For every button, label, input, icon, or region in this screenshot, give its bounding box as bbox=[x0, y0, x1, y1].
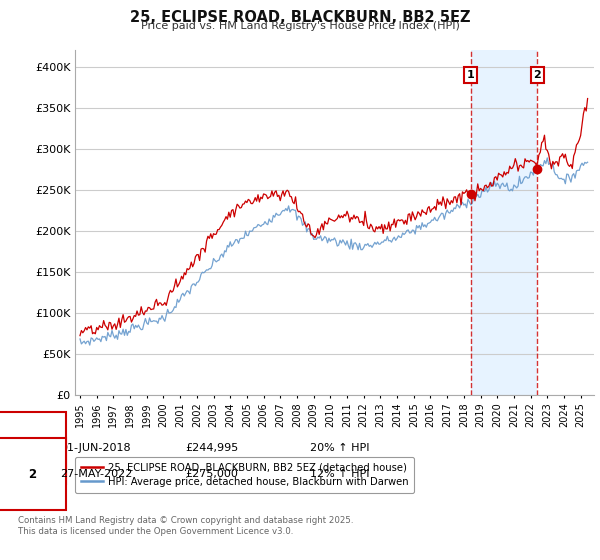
Text: 25, ECLIPSE ROAD, BLACKBURN, BB2 5EZ: 25, ECLIPSE ROAD, BLACKBURN, BB2 5EZ bbox=[130, 10, 470, 25]
Text: £275,000: £275,000 bbox=[185, 469, 238, 479]
Text: Price paid vs. HM Land Registry's House Price Index (HPI): Price paid vs. HM Land Registry's House … bbox=[140, 21, 460, 31]
Legend: 25, ECLIPSE ROAD, BLACKBURN, BB2 5EZ (detached house), HPI: Average price, detac: 25, ECLIPSE ROAD, BLACKBURN, BB2 5EZ (de… bbox=[75, 456, 415, 493]
Text: 2: 2 bbox=[533, 70, 541, 80]
Text: £244,995: £244,995 bbox=[185, 443, 238, 453]
Text: 1: 1 bbox=[28, 441, 36, 455]
Text: 20% ↑ HPI: 20% ↑ HPI bbox=[310, 443, 370, 453]
Text: 1: 1 bbox=[467, 70, 475, 80]
Text: 12% ↑ HPI: 12% ↑ HPI bbox=[310, 469, 370, 479]
Text: Contains HM Land Registry data © Crown copyright and database right 2025.
This d: Contains HM Land Registry data © Crown c… bbox=[18, 516, 353, 536]
Text: 01-JUN-2018: 01-JUN-2018 bbox=[60, 443, 131, 453]
Text: 2: 2 bbox=[28, 468, 36, 480]
Bar bbox=[471, 50, 538, 395]
Text: 27-MAY-2022: 27-MAY-2022 bbox=[60, 469, 133, 479]
